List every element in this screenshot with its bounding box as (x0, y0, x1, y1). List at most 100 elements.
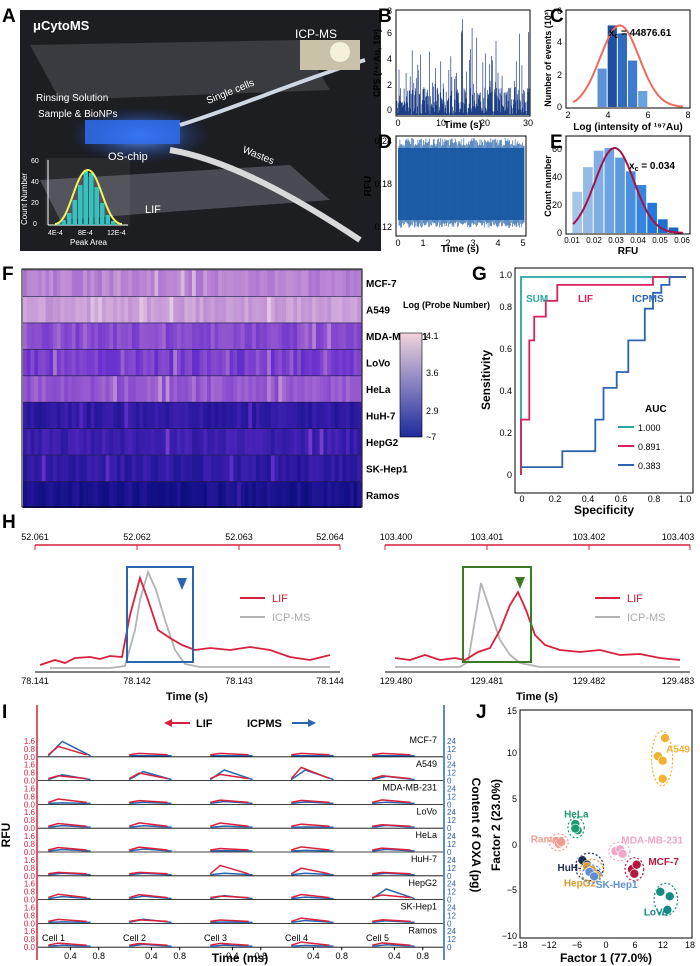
i-lif-trace (129, 846, 168, 851)
heatmap-cell (56, 322, 61, 350)
heatmap-cell (342, 481, 347, 508)
j-point (660, 733, 670, 743)
heatmap-cell (195, 322, 200, 350)
j-point (664, 891, 675, 902)
b-ytick: 8 (387, 6, 392, 16)
heatmap-cell (158, 296, 163, 323)
b-xlabel: Time (s) (444, 120, 482, 131)
heatmap-cell (116, 270, 122, 297)
heatmap-cell (300, 349, 306, 376)
heatmap-cell (86, 455, 91, 482)
heatmap-cell (207, 402, 212, 429)
inset-bar (61, 220, 66, 225)
heatmap-cell (267, 270, 272, 297)
heatmap-cell (300, 428, 306, 456)
heatmap-cell (75, 375, 80, 403)
heatmap-cell (53, 428, 58, 456)
heatmap-cell (26, 322, 31, 350)
heatmap-cell (135, 375, 140, 403)
heatmap-cell (53, 402, 58, 429)
i-lif-trace (48, 918, 87, 923)
heatmap-cell (259, 296, 264, 323)
panel-label-i: I (2, 702, 7, 723)
heatmap-cell (312, 296, 317, 323)
i-lif-trace (128, 772, 168, 780)
heatmap-cell (330, 296, 336, 323)
heatmap-cell (49, 455, 54, 482)
c-ytick: 2 (557, 70, 562, 80)
heatmap-cell (165, 481, 170, 508)
heatmap-cell (41, 375, 46, 403)
heatmap-cell (101, 322, 107, 350)
h-right-highlight-box (462, 566, 532, 663)
heatmap-cell (300, 375, 306, 403)
j-group-label: LoVo (644, 907, 668, 918)
d-xtick: 3 (470, 238, 475, 248)
j-point (655, 886, 666, 897)
e-xtick: 0.06 (674, 236, 690, 245)
heatmap-cell (338, 481, 343, 508)
inset-bar (89, 173, 94, 225)
heatmap-cell (34, 375, 39, 403)
i-row-label: Ramos (408, 925, 437, 935)
heatmap-cell (143, 375, 148, 403)
heatmap-cell (56, 270, 61, 297)
i-lif-trace (129, 799, 168, 804)
i-left-tick: 0.0 (24, 872, 36, 881)
heatmap-cell (334, 481, 339, 508)
heatmap-cell (165, 270, 170, 297)
i-icpms-trace (129, 848, 172, 852)
photo-os-chip (85, 120, 180, 144)
i-legend-lif: LIF (196, 718, 213, 730)
heatmap-cell (131, 428, 137, 456)
i-left-tick: 0.8 (24, 792, 36, 801)
heatmap-cell (45, 296, 50, 323)
i-lif-trace (372, 871, 411, 875)
heatmap-cell (267, 481, 272, 508)
heatmap-cell (244, 455, 249, 482)
i-icpms-trace (210, 872, 253, 876)
inset-xtick: 12E-4 (107, 230, 126, 237)
heatmap-cell (75, 270, 80, 297)
i-xtick: 0.4 (64, 951, 77, 961)
i-left-tick: 1.6 (24, 880, 36, 889)
heatmap-cell (64, 296, 69, 323)
heatmap-cell (214, 270, 219, 297)
heatmap-cell (259, 402, 264, 429)
heatmap-cell (207, 270, 212, 297)
i-row-label: HeLa (415, 830, 437, 840)
heatmap-cell (278, 375, 283, 403)
heatmap-cell (214, 402, 219, 429)
heatmap-cell (263, 481, 268, 508)
heatmap-cell (120, 481, 125, 508)
heatmap-cell (41, 402, 46, 429)
heatmap-cell (285, 375, 291, 403)
heatmap-cell (158, 349, 163, 376)
heatmap-cell (233, 481, 238, 508)
i-left-tick: 0.0 (24, 848, 36, 857)
heatmap-cell (75, 428, 80, 456)
h-left-marker (177, 578, 187, 590)
heatmap-cell (150, 428, 155, 456)
heatmap-cell (49, 270, 54, 297)
i-lif-trace (47, 745, 87, 756)
heatmap-cell (282, 402, 287, 429)
heatmap-cell (323, 402, 328, 429)
heatmap-cell (342, 402, 347, 429)
heatmap-cell (161, 428, 167, 456)
i-left-tick: 1.6 (24, 737, 36, 746)
heatmap-cell (120, 270, 125, 297)
g-ytick: 0.6 (499, 344, 512, 354)
j-xtick: −18 (512, 940, 527, 950)
heatmap-cell (169, 455, 174, 482)
heatmap-cell (105, 481, 110, 508)
heatmap-cell (293, 375, 298, 403)
i-lif-trace (291, 823, 330, 827)
heatmap-cell (207, 481, 212, 508)
heatmap-cell (267, 455, 272, 482)
heatmap-cell (49, 402, 54, 429)
i-row-label: HuH-7 (411, 854, 437, 864)
heatmap-cell (176, 455, 182, 482)
i-left-tick: 0.8 (24, 864, 36, 873)
heatmap-cell (244, 349, 249, 376)
